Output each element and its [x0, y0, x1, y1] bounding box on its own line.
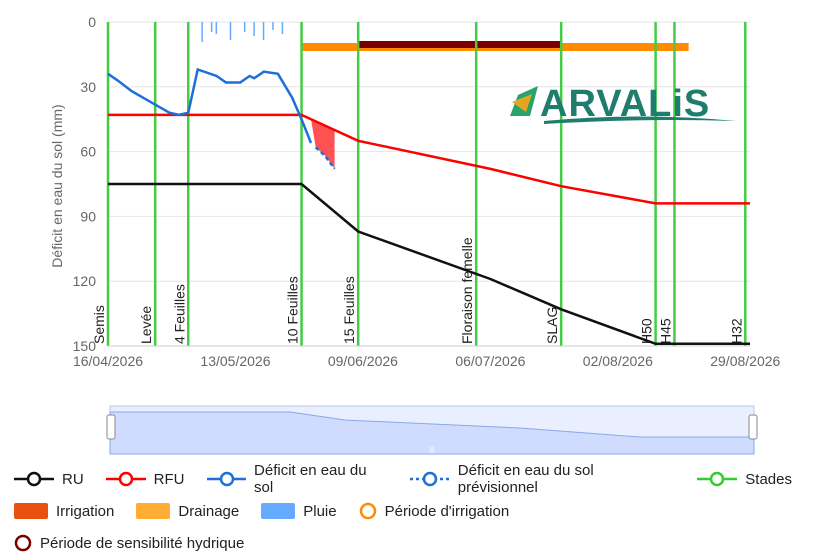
stage-label: SLAG — [544, 307, 560, 344]
x-tick-label: 02/08/2026 — [583, 353, 653, 369]
y-tick-label: 120 — [73, 273, 97, 289]
rain-bar — [201, 22, 203, 42]
y-tick-label: 150 — [73, 338, 97, 354]
rain-bar — [210, 22, 213, 32]
stage-label: H50 — [639, 318, 655, 344]
x-axis: 16/04/2026 13/05/2026 09/06/2026 06/07/2026… — [73, 345, 781, 369]
rain-bar — [229, 22, 232, 40]
legend-label: Irrigation — [56, 502, 115, 520]
x-tick-label: 09/06/2026 — [328, 353, 398, 369]
series-lines — [107, 67, 750, 346]
navigator-handle-right[interactable] — [748, 414, 758, 440]
legend-item[interactable]: Période de sensibilité hydrique — [14, 534, 244, 552]
series-ru — [108, 182, 750, 346]
legend-item[interactable]: Déficit en eau du sol — [206, 462, 389, 496]
sensitivity-period-bar — [358, 41, 562, 48]
series-d-ficit-en-eau-du-sol-pr-visionnel — [314, 146, 336, 170]
y-tick-label: 30 — [80, 79, 96, 95]
y-tick-label: 90 — [80, 208, 96, 224]
legend-label: RFU — [153, 470, 185, 488]
rain-bar — [262, 22, 265, 40]
navigator-grip: ||| — [429, 447, 435, 454]
stage-label: Floraison femelle — [459, 237, 475, 344]
legend-item[interactable]: Irrigation — [14, 503, 114, 520]
arvalis-logo: ARVALiS — [510, 83, 736, 125]
rain-bar — [253, 22, 255, 36]
stage-label: Levée — [138, 306, 154, 344]
rain-bar — [281, 22, 284, 34]
legend-row: Période de sensibilité hydrique — [14, 527, 814, 559]
legend-label: Déficit en eau du sol prévisionnel — [457, 462, 594, 496]
x-tick-label: 06/07/2026 — [455, 353, 525, 369]
stage-label: Semis — [91, 305, 107, 344]
legend-label: Période de sensibilité hydrique — [40, 534, 245, 552]
stage-label: H32 — [728, 318, 744, 344]
legend: RU RFU Déficit en eau du sol Déficit en eau… — [14, 462, 814, 559]
series-d-ficit-en-eau-du-sol — [107, 67, 313, 144]
navigator-series — [109, 411, 755, 455]
stage-label: 10 Feuilles — [285, 276, 301, 344]
legend-item[interactable]: Déficit en eau du sol prévisionnel — [410, 462, 675, 496]
legend-label: Drainage — [178, 502, 240, 520]
stage-label: 15 Feuilles — [341, 276, 357, 344]
y-tick-label: 0 — [88, 14, 96, 30]
rain-bar — [243, 22, 246, 32]
legend-label: Déficit en eau du sol — [254, 462, 367, 496]
legend-item[interactable]: RFU — [105, 470, 185, 488]
legend-label: Stades — [745, 470, 792, 488]
stress-area — [310, 119, 335, 169]
y-axis: 0 30 60 90 120 150 — [73, 14, 97, 354]
stage-label: 4 Feuilles — [171, 284, 187, 344]
stage-label: H45 — [657, 318, 673, 344]
x-tick-label: 13/05/2026 — [200, 353, 270, 369]
period-bars — [301, 41, 689, 51]
y-axis-title: Déficit en eau du sol (mm) — [49, 104, 65, 267]
legend-item[interactable]: Stades — [697, 471, 792, 488]
legend-item[interactable]: Pluie — [261, 502, 337, 520]
legend-row: Irrigation Drainage Pluie Période d'irrigat… — [14, 495, 814, 527]
series-rfu — [108, 113, 750, 205]
legend-item[interactable]: Période d'irrigation — [359, 502, 510, 520]
rain-bar — [215, 22, 218, 34]
x-tick-label: 29/08/2026 — [710, 353, 780, 369]
y-tick-label: 60 — [80, 144, 96, 160]
legend-label: Période d'irrigation — [384, 502, 510, 520]
legend-item[interactable]: RU — [14, 471, 84, 488]
legend-label: Pluie — [303, 502, 337, 520]
range-navigator[interactable]: ||| — [106, 405, 758, 455]
x-tick-label: 16/04/2026 — [73, 353, 143, 369]
legend-item[interactable]: Drainage — [136, 503, 239, 520]
legend-label: RU — [62, 470, 84, 488]
legend-row: RU RFU Déficit en eau du sol Déficit en eau… — [14, 462, 814, 496]
rain-bar — [272, 22, 274, 30]
rain-bars — [201, 22, 284, 42]
navigator-handle-left[interactable] — [106, 414, 116, 440]
